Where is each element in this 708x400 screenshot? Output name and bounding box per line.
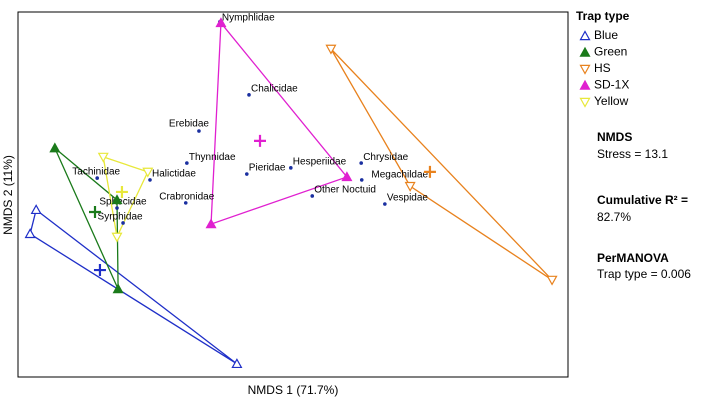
family-point [185,161,189,165]
family-point [310,194,315,198]
legend-marker [579,30,591,41]
family-point [183,201,188,205]
family-label: Thynnidae [189,152,236,163]
family-label: Nymphlidae [222,12,275,23]
marker [325,44,337,55]
family-label: Chrysidae [363,152,408,163]
hull [102,155,149,239]
marker [49,142,61,153]
x-axis-label: NMDS 1 (71.7%) [248,383,339,397]
marker [97,152,109,163]
legend-label: Yellow [594,94,629,108]
family-point [289,166,293,170]
marker [341,171,353,182]
legend-label: Green [594,45,627,59]
family-label: Syrphidae [98,212,143,223]
centroid [89,206,101,219]
family-point [383,202,387,206]
legend-label: Blue [594,28,618,42]
family-point [197,129,201,133]
legend-label: SD-1X [594,78,629,92]
family-label: Sphecidae [99,197,147,208]
marker [112,283,124,294]
permanova: Trap type = 0.006 [597,267,691,281]
legend-label: HS [594,61,611,75]
marker [205,218,217,229]
family-label: Hesperiidae [293,156,347,167]
marker [30,204,42,215]
marker [111,232,123,243]
marker [111,194,123,205]
hull [330,48,553,281]
y-axis-label: NMDS 2 (11%) [1,155,15,235]
family-label: Chalicidae [251,83,298,94]
hull [54,147,119,290]
marker [546,275,558,286]
r2-value: 82.7% [597,210,631,224]
family-point [121,221,125,225]
r2-label: Cumulative R² = [597,193,688,207]
family-label: Megachildae [371,170,428,181]
marker [215,17,227,28]
centroid [423,165,436,178]
marker [142,167,154,178]
family-label: Erebidae [169,119,209,130]
centroid [115,185,128,198]
family-label: Tachinidae [72,167,120,178]
family-label: Other Noctuid [314,185,376,196]
plot-frame [17,11,569,378]
legend-title: Trap type [576,9,630,23]
family-point [359,161,364,165]
stress: Stress = 13.1 [597,147,668,161]
marker [24,228,36,239]
hull [210,21,348,225]
family-point [95,176,99,180]
family-label: Halictidae [152,169,196,180]
centroid [93,264,106,277]
family-label: Crabronidae [159,192,214,203]
hull [29,208,238,365]
family-point [115,206,119,210]
family-point [245,172,249,176]
centroid [254,134,266,147]
legend-marker [579,64,591,75]
legend-marker [579,79,591,90]
marker [231,358,243,369]
marker [404,181,416,192]
family-point [148,178,152,182]
family-point [247,93,251,97]
legend-marker [579,46,591,57]
family-label: Pieridae [249,163,286,174]
legend-marker [579,97,591,108]
family-label: Vespidae [387,193,429,204]
nmds-title: NMDS [597,130,632,144]
permanova-title: PerMANOVA [597,251,669,265]
family-point [359,178,364,182]
